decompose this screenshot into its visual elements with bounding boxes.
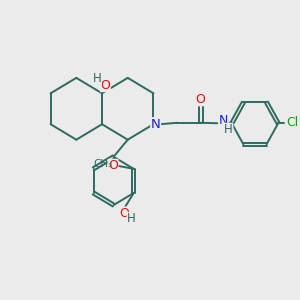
Text: H: H: [224, 123, 233, 136]
Text: N: N: [151, 118, 160, 131]
Text: O: O: [108, 159, 118, 172]
Text: O: O: [120, 207, 130, 220]
Text: Cl: Cl: [286, 116, 298, 129]
Text: O: O: [100, 79, 110, 92]
Text: CH₃: CH₃: [94, 158, 113, 169]
Text: N: N: [219, 115, 228, 128]
Text: H: H: [127, 212, 136, 225]
Text: H: H: [93, 72, 101, 85]
Text: O: O: [196, 93, 206, 106]
